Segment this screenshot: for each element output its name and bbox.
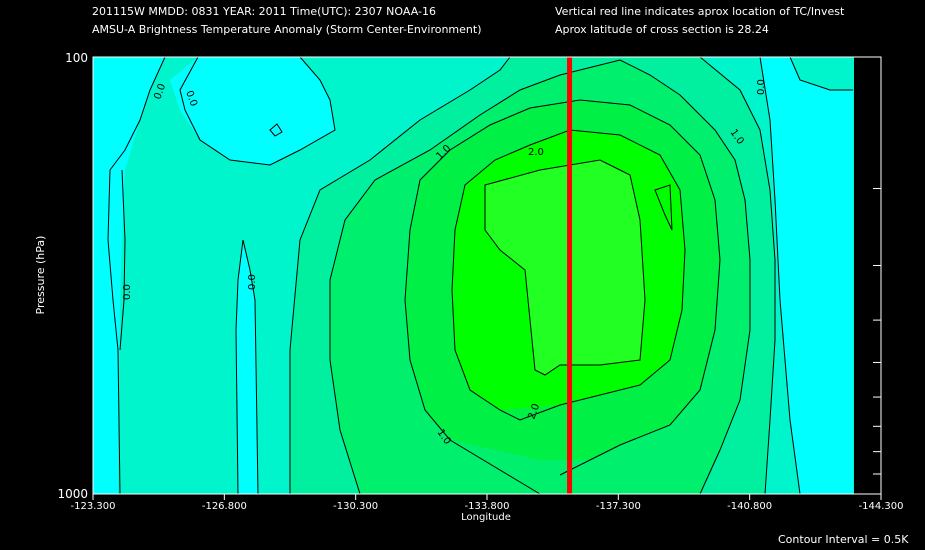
contour-line-0-right-b xyxy=(789,56,853,91)
x-axis-title: Longitude xyxy=(461,512,511,523)
header-line2-left: AMSU-A Brightness Temperature Anomaly (S… xyxy=(92,23,482,36)
contour-line-05-right xyxy=(699,56,776,495)
x-tick-label: -130.300 xyxy=(333,501,378,512)
contour-line-0-left xyxy=(107,56,166,495)
contour-line-25 xyxy=(484,159,646,376)
fill-negative-left xyxy=(93,57,165,494)
contour-label-0-e: 0.0 xyxy=(756,79,767,95)
header-line1-right: Vertical red line indicates aprox locati… xyxy=(555,5,845,18)
x-tick-label: -140.800 xyxy=(727,501,772,512)
contour-line-0-mid xyxy=(242,239,259,495)
y-tick-label-100: 100 xyxy=(65,51,88,65)
contour-lines xyxy=(107,56,853,495)
contour-line-0-mid-b xyxy=(235,239,244,495)
contour-line-0-left-b xyxy=(119,169,126,351)
fill-max-core xyxy=(485,160,645,375)
x-tick-label: -144.300 xyxy=(859,501,904,512)
header-line1-left: 201115W MMDD: 0831 YEAR: 2011 Time(UTC):… xyxy=(92,5,436,18)
contour-line-small-loop xyxy=(269,123,283,137)
contour-label-2-b: 2.0 xyxy=(526,402,542,421)
fill-negative-top xyxy=(170,57,335,165)
contour-line-small-right xyxy=(654,184,673,231)
contour-label-0-c: 0.0 xyxy=(122,284,133,300)
contour-line-05 xyxy=(289,56,511,494)
contour-label-0-d: 0.0 xyxy=(247,274,258,290)
contour-label-2-a: 2.0 xyxy=(528,147,544,158)
contour-label-0-b: 0.0 xyxy=(183,89,199,108)
fill-negative-mid xyxy=(236,240,258,494)
contour-line-15 xyxy=(404,99,721,495)
contour-line-10 xyxy=(329,59,751,495)
fill-negative-right xyxy=(760,57,853,494)
contour-fills xyxy=(93,57,854,494)
contour-line-0-top xyxy=(179,56,336,166)
x-tick-label: -126.800 xyxy=(202,501,247,512)
x-tick-label: -137.300 xyxy=(596,501,641,512)
contour-line-0-right xyxy=(759,56,801,495)
contour-line-20 xyxy=(451,129,686,421)
y-tick-label-1000: 1000 xyxy=(57,487,88,501)
x-tick-label: -133.800 xyxy=(465,501,510,512)
x-tick-label: -123.300 xyxy=(71,501,116,512)
x-axis-ticks: -123.300 -126.800 -130.300 -133.800 -137.300… xyxy=(71,494,904,512)
header-line2-right: Aprox latitude of cross section is 28.24 xyxy=(555,23,769,36)
y-axis-title: Pressure (hPa) xyxy=(34,236,47,315)
contour-label-0-a: 0.0 xyxy=(152,82,168,101)
contour-interval-note: Contour Interval = 0.5K xyxy=(778,533,909,546)
right-axis-ticks xyxy=(873,188,881,475)
